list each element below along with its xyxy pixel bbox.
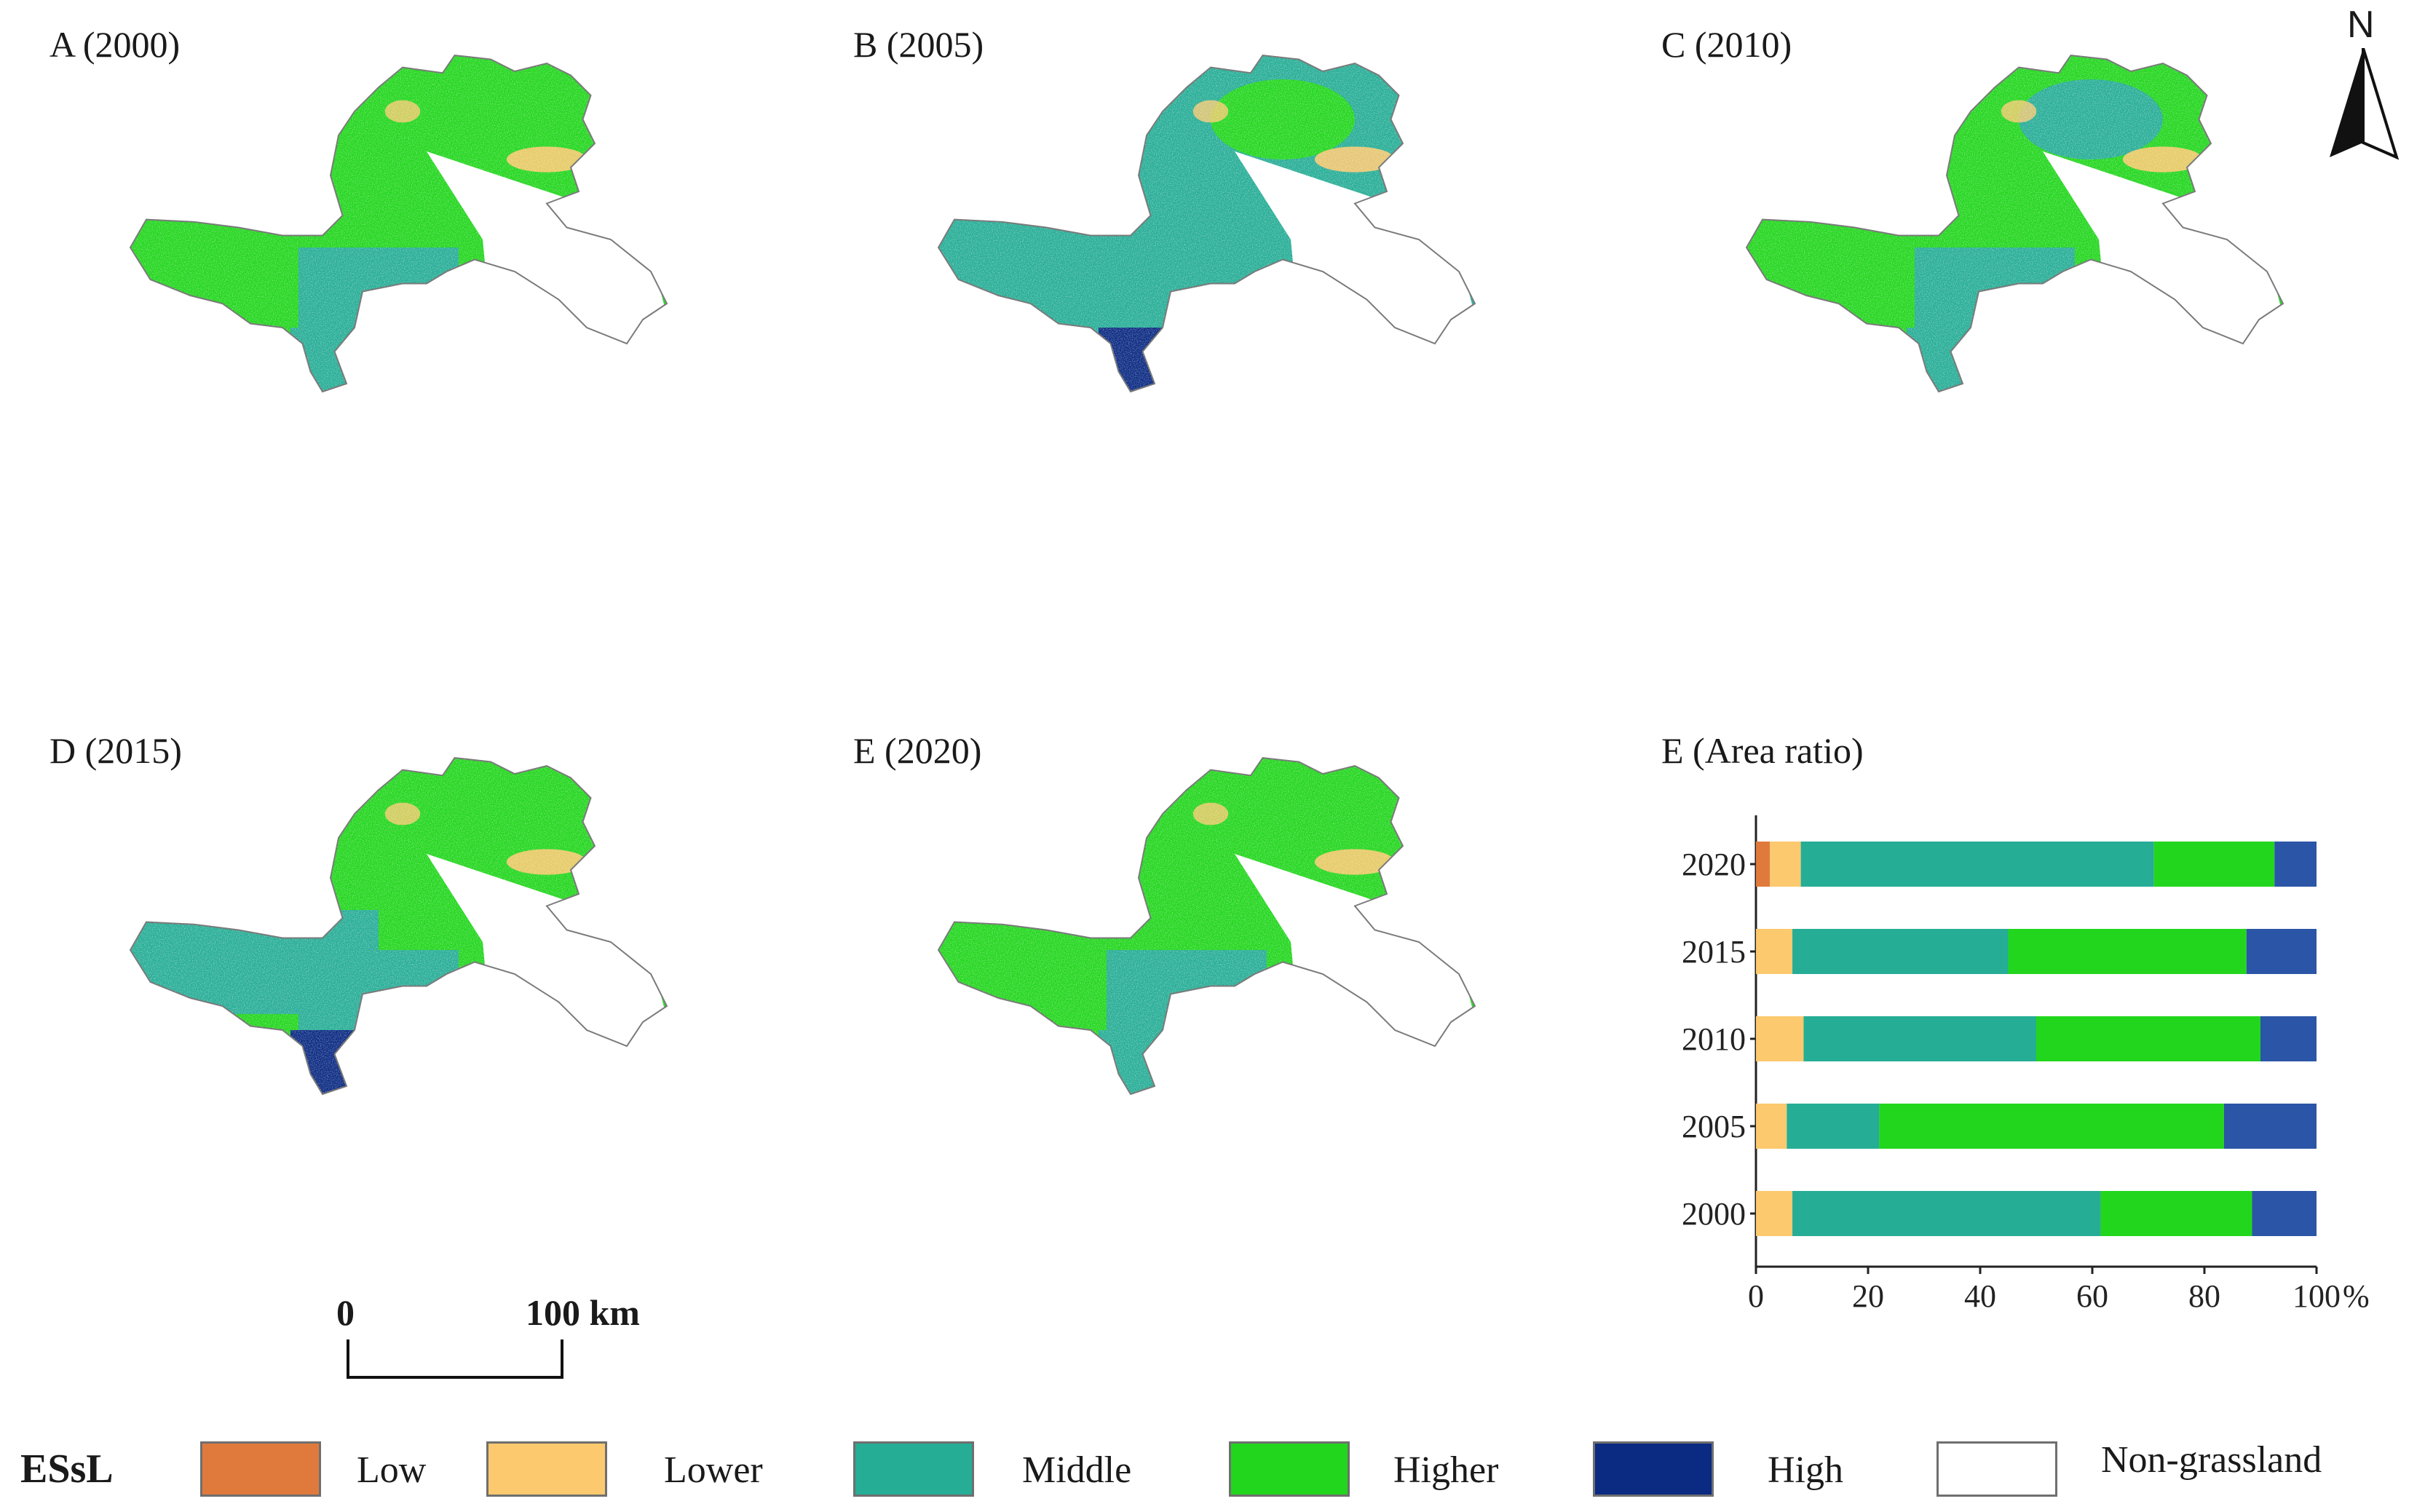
chart-bar-segment: [1803, 1016, 2036, 1061]
legend-swatch-non-grassland: [1936, 1441, 2057, 1497]
chart-bar-segment: [2274, 842, 2317, 887]
chart-bar-segment: [2100, 1191, 2252, 1236]
chart-category-label: 2020: [1682, 847, 1746, 882]
chart-bar-segment: [2252, 1191, 2317, 1236]
panel-title-a: A (2000): [50, 24, 181, 65]
legend-label-high: High: [1768, 1449, 1843, 1491]
legend-swatch-high: [1593, 1441, 1714, 1497]
chart-bar-segment: [2036, 1016, 2260, 1061]
chart-bar-segment: [1792, 1191, 2101, 1236]
chart-bar-segment: [1792, 929, 2009, 974]
legend-swatch-middle: [853, 1441, 974, 1497]
legend-label-higher: Higher: [1393, 1449, 1499, 1491]
chart-bar-segment: [1756, 1104, 1787, 1149]
north-arrow-icon: [2330, 48, 2400, 160]
chart-bar-segment: [1770, 842, 1801, 887]
legend-label-non-grassland: Non-grassland: [2101, 1439, 2322, 1481]
scale-end-label: 100 km: [526, 1292, 640, 1333]
chart-bar-segment: [1787, 1104, 1880, 1149]
legend-label-middle: Middle: [1022, 1449, 1132, 1491]
legend-swatch-higher: [1229, 1441, 1350, 1497]
chart-x-tick-label: 0: [1748, 1278, 1764, 1314]
chart-bar-segment: [1879, 1104, 2224, 1149]
chart-x-tick-label: 60: [2076, 1278, 2108, 1314]
chart-title: E (Area ratio): [1661, 730, 1864, 771]
legend-swatch-low: [200, 1441, 321, 1497]
chart-x-tick-label: 80: [2188, 1278, 2220, 1314]
legend-label-low: Low: [357, 1449, 427, 1491]
chart-bar-segment: [1756, 929, 1793, 974]
chart-x-tick-label: 40: [1964, 1278, 1996, 1314]
legend-title: ESsL: [20, 1446, 114, 1492]
map-panel-b: [937, 54, 1476, 393]
chart-bar-segment: [1756, 1016, 1804, 1061]
panel-title-d: D (2015): [50, 730, 182, 771]
chart-bar-segment: [1800, 842, 2154, 887]
legend-label-lower: Lower: [664, 1449, 763, 1491]
chart-bar-segment: [1756, 1191, 1793, 1236]
map-panel-e: [937, 756, 1476, 1096]
north-label: N: [2347, 4, 2375, 46]
map-panel-c: [1745, 54, 2284, 393]
scale-bar: [347, 1339, 563, 1379]
chart-category-label: 2005: [1682, 1109, 1746, 1144]
panel-title-c: C (2010): [1661, 24, 1792, 65]
chart-bar-segment: [2246, 929, 2317, 974]
chart-bar-segment: [2223, 1104, 2317, 1149]
chart-category-label: 2010: [1682, 1021, 1746, 1057]
chart-x-tick-label: 100: [2292, 1278, 2341, 1314]
scale-start-label: 0: [336, 1292, 355, 1333]
chart-category-label: 2000: [1682, 1196, 1746, 1232]
panel-title-b: B (2005): [853, 24, 984, 65]
chart-bar-segment: [1756, 842, 1771, 887]
chart-x-unit-label: %: [2343, 1278, 2370, 1314]
panel-title-e: E (2020): [853, 730, 982, 771]
chart-x-tick-label: 20: [1852, 1278, 1884, 1314]
chart-bar-segment: [2153, 842, 2275, 887]
chart-category-label: 2015: [1682, 934, 1746, 970]
map-panel-a: [129, 54, 668, 393]
chart-bar-segment: [2260, 1016, 2317, 1061]
chart-bar-segment: [2008, 929, 2247, 974]
legend-swatch-lower: [486, 1441, 607, 1497]
map-panel-d: [129, 756, 668, 1096]
area-ratio-chart: 2020 2015 2010 2005 2000 0 20 40 60 80 100%: [1682, 815, 2370, 1314]
